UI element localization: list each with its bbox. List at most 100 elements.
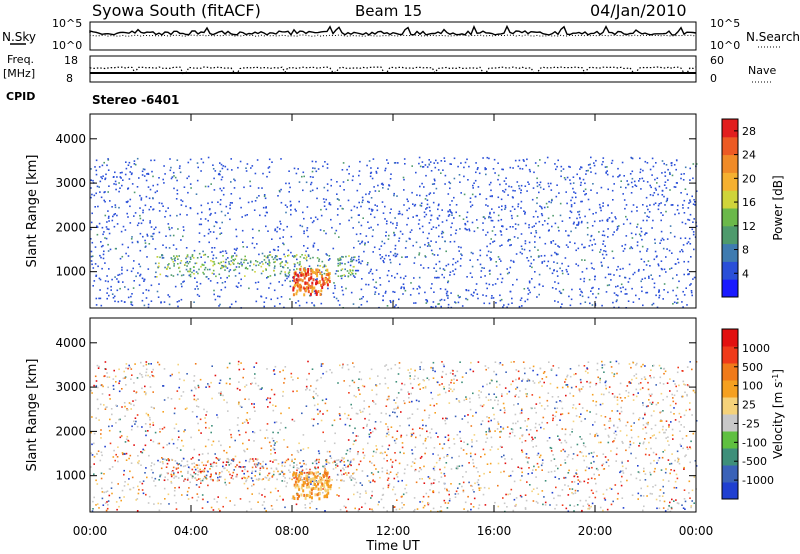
echo-point	[428, 477, 431, 480]
echo-point	[263, 195, 266, 198]
echo-point	[216, 480, 219, 482]
echo-point	[147, 306, 150, 309]
echo-point	[439, 468, 441, 471]
echo-point	[358, 170, 361, 172]
echo-point	[248, 439, 250, 441]
echo-point	[237, 262, 239, 265]
echo-point	[277, 490, 279, 492]
echo-point	[624, 397, 626, 399]
echo-point	[378, 293, 380, 295]
echo-point	[177, 363, 179, 366]
echo-point	[646, 162, 649, 164]
echo-point	[546, 405, 549, 407]
echo-point	[220, 277, 222, 279]
echo-point	[458, 250, 460, 252]
echo-point	[254, 470, 257, 473]
echo-point	[267, 263, 269, 265]
echo-point	[654, 484, 657, 487]
echo-point	[528, 168, 531, 171]
echo-point	[672, 400, 675, 403]
echo-point	[228, 429, 231, 431]
echo-point	[404, 289, 407, 292]
echo-point	[485, 168, 487, 170]
echo-point	[636, 226, 638, 228]
echo-point	[232, 471, 235, 474]
echo-point	[610, 488, 613, 490]
echo-point	[661, 428, 664, 431]
echo-point	[616, 447, 618, 450]
echo-point	[369, 270, 372, 273]
echo-point	[380, 498, 383, 501]
echo-point	[555, 401, 558, 403]
echo-point	[305, 301, 308, 304]
echo-point	[136, 157, 139, 160]
echo-point	[150, 235, 152, 238]
echo-point	[146, 173, 148, 175]
echo-point	[602, 157, 605, 159]
echo-point	[693, 199, 695, 201]
echo-point	[185, 261, 187, 264]
echo-point	[471, 439, 473, 441]
echo-point	[490, 399, 492, 401]
echo-point	[318, 281, 321, 284]
echo-point	[293, 167, 296, 170]
echo-point	[334, 432, 336, 435]
echo-point	[278, 473, 280, 476]
echo-point	[191, 411, 194, 413]
echo-point	[650, 376, 652, 379]
echo-point	[273, 289, 276, 292]
echo-point	[484, 167, 486, 169]
echo-point	[324, 468, 326, 470]
echo-point	[359, 482, 362, 484]
echo-point	[325, 198, 327, 201]
echo-point	[674, 383, 676, 385]
echo-point	[137, 492, 140, 495]
echo-point	[177, 263, 179, 265]
echo-point	[144, 246, 147, 248]
echo-point	[417, 223, 420, 225]
echo-point	[637, 435, 640, 438]
echo-point	[505, 177, 507, 179]
echo-point	[497, 174, 500, 177]
colorbar-swatch	[722, 208, 738, 227]
echo-point	[252, 460, 255, 462]
echo-point	[466, 220, 469, 223]
echo-point	[577, 221, 580, 223]
echo-point	[488, 183, 491, 186]
echo-point	[426, 203, 429, 206]
echo-point	[386, 454, 388, 457]
echo-point	[152, 368, 154, 371]
echo-point	[176, 462, 178, 465]
echo-point	[170, 166, 172, 169]
echo-point	[200, 265, 202, 268]
echo-point	[395, 227, 397, 229]
echo-point	[106, 287, 109, 290]
echo-point	[283, 439, 285, 441]
echo-point	[627, 300, 630, 302]
echo-point	[443, 157, 446, 159]
echo-point	[330, 218, 332, 221]
echo-point	[148, 197, 151, 200]
echo-point	[586, 227, 589, 229]
echo-point	[560, 442, 563, 444]
echo-point	[140, 199, 143, 201]
echo-point	[661, 160, 664, 162]
echo-point	[265, 398, 268, 401]
echo-point	[621, 161, 624, 164]
echo-point	[91, 241, 94, 244]
echo-point	[159, 273, 162, 276]
echo-point	[132, 267, 134, 270]
echo-point	[429, 192, 432, 194]
echo-point	[676, 301, 679, 304]
echo-point	[556, 165, 558, 168]
echo-point	[222, 260, 225, 263]
echo-point	[112, 378, 115, 380]
echo-point	[477, 297, 479, 300]
echo-point	[315, 508, 318, 510]
echo-point	[617, 265, 619, 268]
echo-point	[280, 470, 283, 473]
echo-point	[368, 227, 370, 229]
echo-point	[653, 258, 656, 261]
echo-point	[196, 499, 198, 502]
echo-point	[300, 273, 303, 277]
